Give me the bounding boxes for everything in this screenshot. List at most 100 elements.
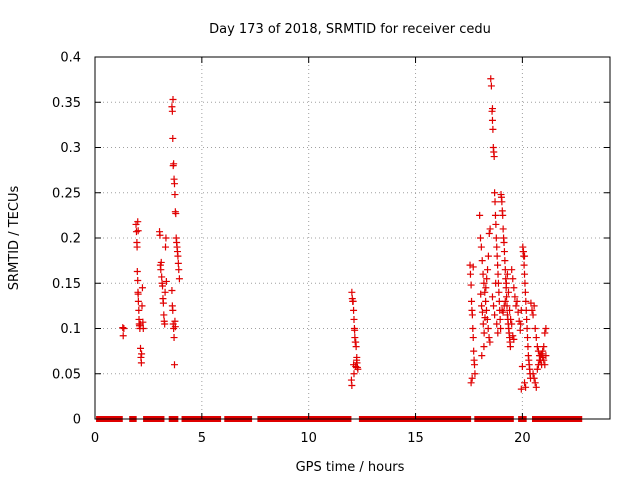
data-point-marker: [503, 270, 511, 278]
y-tick-labels: 0 0.05 0.1 0.15 0.2 0.25 0.3 0.35 0.4: [52, 51, 81, 428]
data-point-marker: [530, 302, 538, 310]
data-point-marker: [162, 243, 170, 251]
data-point-marker: [478, 302, 486, 310]
data-point-marker: [494, 270, 502, 278]
x-axis-label: GPS time / hours: [296, 460, 405, 475]
data-point-marker: [138, 284, 146, 292]
data-point-marker: [528, 306, 536, 314]
data-point-marker: [120, 325, 128, 332]
data-point-marker: [532, 383, 540, 391]
data-point-marker: [491, 198, 499, 206]
data-point-marker: [353, 353, 361, 361]
data-point-marker: [516, 326, 524, 334]
data-point-marker: [484, 252, 492, 260]
data-point-marker: [524, 343, 532, 351]
data-point-marker: [541, 361, 549, 369]
data-point-marker: [133, 267, 141, 275]
data-point-marker: [467, 379, 475, 387]
data-point-marker: [348, 382, 356, 390]
data-point-marker: [480, 329, 488, 337]
y-tick-label: 0.15: [52, 277, 81, 292]
data-point-marker: [492, 279, 500, 287]
data-point-marker: [470, 347, 478, 355]
data-point-marker: [161, 320, 169, 328]
data-point-marker: [542, 352, 550, 360]
data-point-marker: [502, 279, 510, 287]
data-point-marker: [170, 180, 178, 188]
data-point-marker: [160, 311, 168, 319]
data-point-marker: [541, 329, 549, 337]
data-points: [119, 75, 550, 393]
x-tick-labels: 0 5 10 15 20: [91, 431, 531, 446]
data-point-marker: [479, 270, 487, 278]
x-tick-label: 5: [198, 431, 206, 446]
data-point-marker: [532, 334, 540, 342]
data-point-marker: [509, 332, 517, 340]
data-point-marker: [520, 261, 528, 269]
data-point-marker: [499, 308, 507, 316]
data-point-marker: [540, 356, 548, 364]
data-point-marker: [485, 229, 493, 237]
data-point-marker: [521, 288, 529, 296]
data-point-marker: [495, 297, 503, 305]
y-tick-label: 0.35: [52, 96, 81, 111]
data-point-marker: [481, 288, 489, 296]
data-point-marker: [468, 297, 476, 305]
data-point-marker: [171, 323, 179, 331]
data-point-marker: [170, 160, 178, 168]
y-axis-label: SRMTID / TECUs: [7, 186, 22, 291]
data-point-marker: [493, 252, 501, 260]
data-point-marker: [157, 266, 165, 274]
data-point-marker: [490, 302, 498, 310]
data-point-marker: [477, 243, 485, 251]
data-point-marker: [175, 266, 183, 274]
y-tick-label: 0.4: [60, 51, 81, 66]
data-point-marker: [494, 261, 502, 269]
data-point-marker: [476, 211, 484, 219]
data-point-marker: [517, 385, 525, 393]
data-point-marker: [499, 211, 507, 219]
data-point-marker: [517, 320, 525, 328]
data-point-marker: [542, 325, 550, 332]
data-point-marker: [500, 302, 508, 310]
data-point-marker: [492, 220, 500, 228]
data-point-marker: [137, 344, 145, 352]
data-point-marker: [504, 288, 512, 296]
data-point-marker: [491, 311, 499, 319]
data-point-marker: [498, 198, 506, 206]
data-point-marker: [500, 248, 508, 256]
data-point-marker: [135, 306, 143, 314]
data-point-marker: [508, 320, 516, 328]
data-point-marker: [352, 363, 360, 371]
data-point-marker: [170, 361, 178, 369]
data-point-marker: [349, 297, 357, 305]
data-point-marker: [506, 306, 514, 314]
x-tick-label: 0: [91, 431, 99, 446]
data-point-marker: [519, 248, 527, 256]
data-point-marker: [171, 191, 179, 199]
data-point-marker: [497, 325, 505, 332]
data-point-marker: [158, 273, 166, 281]
data-point-marker: [500, 239, 508, 247]
data-point-marker: [351, 326, 359, 334]
x-tick-label: 20: [514, 431, 531, 446]
data-point-marker: [159, 282, 167, 290]
data-point-marker: [169, 306, 177, 314]
data-point-marker: [162, 277, 170, 285]
data-point-marker: [482, 306, 490, 314]
data-point-marker: [488, 293, 496, 301]
data-point-marker: [513, 297, 521, 305]
data-point-marker: [533, 365, 541, 373]
data-point-marker: [533, 343, 541, 351]
data-point-marker: [534, 361, 542, 369]
data-point-marker: [157, 258, 165, 266]
data-point-marker: [494, 329, 502, 337]
data-point-marker: [509, 275, 517, 283]
data-point-marker: [488, 116, 496, 124]
data-point-marker: [478, 257, 486, 265]
data-point-marker: [521, 379, 529, 387]
data-point-marker: [506, 343, 514, 351]
data-point-marker: [480, 279, 488, 287]
y-tick-label: 0.2: [60, 232, 81, 247]
data-point-marker: [175, 275, 183, 283]
